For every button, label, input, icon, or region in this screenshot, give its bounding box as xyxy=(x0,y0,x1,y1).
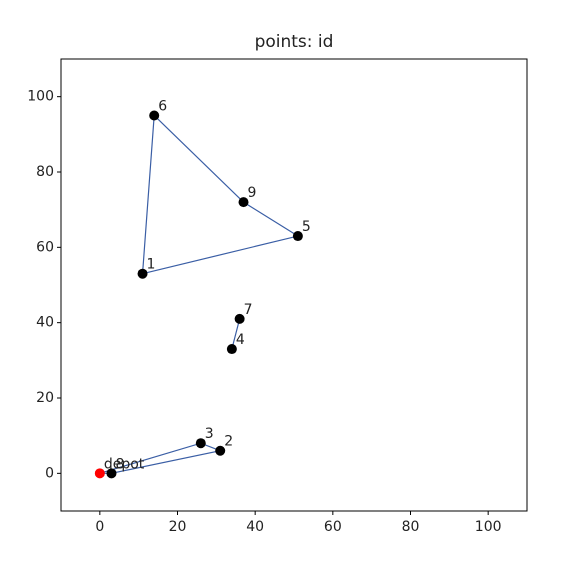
depot-point xyxy=(94,468,105,479)
y-tick-label: 0 xyxy=(45,465,54,481)
point xyxy=(238,197,249,208)
chart-title: points: id xyxy=(255,32,334,52)
x-tick-label: 60 xyxy=(324,519,342,535)
y-tick-label: 40 xyxy=(36,315,54,331)
x-tick-label: 20 xyxy=(169,519,187,535)
route-line xyxy=(141,114,300,275)
point-label: 6 xyxy=(158,99,167,115)
point xyxy=(215,445,226,456)
y-tick-label: 100 xyxy=(27,89,54,105)
point xyxy=(234,313,245,324)
plot-area xyxy=(60,58,528,512)
x-tick-label: 0 xyxy=(95,519,104,535)
point-label: 8 xyxy=(115,456,124,472)
point-label: 7 xyxy=(244,302,253,318)
point-label: 9 xyxy=(248,185,257,201)
point xyxy=(149,110,160,121)
point-label: 1 xyxy=(147,257,156,273)
point-label: 2 xyxy=(224,434,233,450)
y-tick-label: 60 xyxy=(36,239,54,255)
point xyxy=(226,344,237,355)
y-tick-label: 80 xyxy=(36,164,54,180)
point-label: 4 xyxy=(236,332,245,348)
x-tick-label: 40 xyxy=(246,519,264,535)
point xyxy=(137,268,148,279)
point-label: 3 xyxy=(205,426,214,442)
point xyxy=(195,438,206,449)
point-label: depot xyxy=(104,456,145,472)
point-label: 5 xyxy=(302,219,311,235)
x-tick-label: 100 xyxy=(475,519,502,535)
point xyxy=(106,468,117,479)
point xyxy=(292,231,303,242)
x-tick-label: 80 xyxy=(402,519,420,535)
y-tick-label: 20 xyxy=(36,390,54,406)
route-line xyxy=(231,318,241,350)
